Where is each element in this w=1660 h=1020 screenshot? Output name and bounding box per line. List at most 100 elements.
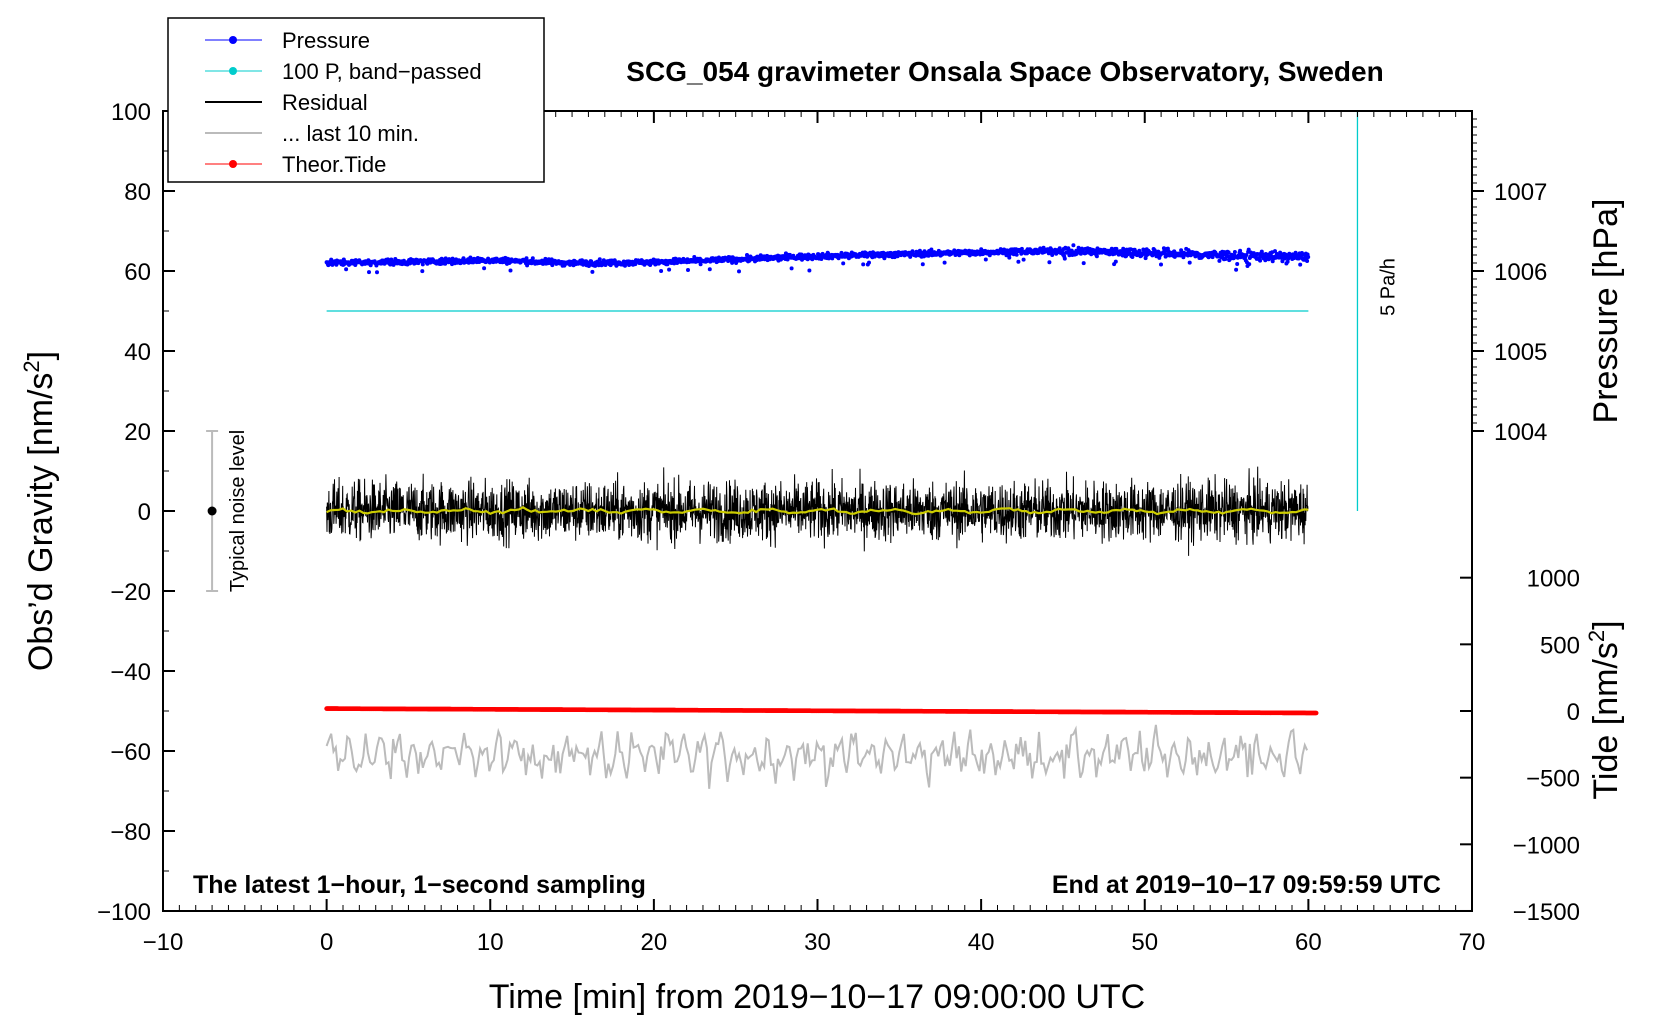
pressure-point (659, 269, 664, 273)
tide-tick-label: 1000 (1527, 566, 1580, 593)
y-axis-label-pressure: Pressure [hPa] (1587, 199, 1625, 424)
pressure-point (1062, 256, 1067, 261)
pressure-point (1280, 259, 1285, 264)
legend-item: Residual (205, 90, 368, 115)
y-tick-label: 60 (124, 259, 151, 286)
pressure-point (1050, 253, 1055, 257)
tide-tick-label: −1500 (1513, 899, 1580, 926)
pressure-point (1185, 253, 1190, 258)
residual-line (326, 466, 1309, 556)
pressure-point (468, 255, 473, 260)
y-axis-label-tide: Tide [nm/s2] (1584, 620, 1625, 799)
pressure-point (1285, 259, 1290, 264)
last-10-min-line (325, 724, 1309, 789)
pressure-point (1306, 255, 1311, 259)
pressure-point (1298, 262, 1303, 267)
y-axis-tide: −1500 −1000 −500 0 500 1000 (1460, 566, 1580, 926)
pressure-point (1113, 259, 1118, 264)
pressure-point (1078, 251, 1083, 256)
sampling-note: The latest 1−hour, 1−second sampling (193, 871, 646, 899)
pressure-point (1235, 262, 1240, 266)
y-tick-label: −60 (110, 739, 151, 766)
pressure-point (1014, 252, 1019, 257)
pressure-point (1071, 243, 1076, 248)
pressure-point (1226, 250, 1231, 255)
pressure-point (807, 268, 812, 273)
y-tick-label: −100 (97, 899, 151, 926)
y-tick-label: −80 (110, 819, 151, 846)
pressure-point (329, 257, 334, 262)
pressure-point (861, 262, 866, 267)
pressure-point (1107, 252, 1112, 257)
pressure-point (1047, 260, 1052, 265)
legend-label: Residual (282, 90, 368, 115)
chart-title: SCG_054 gravimeter Onsala Space Observat… (626, 56, 1383, 87)
pressure-point (737, 269, 741, 274)
legend-swatch-dot (229, 160, 237, 168)
y-tick-label: 20 (124, 419, 151, 446)
pressure-point (344, 267, 349, 272)
legend-item: ... last 10 min. (205, 121, 419, 146)
y-tick-label: −40 (110, 659, 151, 686)
pressure-point (1244, 253, 1249, 257)
pressure-point (707, 267, 712, 272)
legend-label: Theor.Tide (282, 152, 386, 177)
pressure-point (1234, 267, 1239, 272)
y-tick-label: −20 (110, 579, 151, 606)
pressure-point (983, 257, 988, 262)
legend-label: Pressure (282, 28, 370, 53)
pressure-point (1159, 262, 1163, 267)
pressure-point (1247, 262, 1252, 267)
legend-box (167, 17, 545, 183)
pressure-point (508, 268, 513, 273)
legend-swatch-dot (229, 36, 237, 44)
y-tick-label: 80 (124, 179, 151, 206)
pressure-point (1258, 258, 1263, 263)
pressure-point (1246, 247, 1251, 252)
legend-item: Theor.Tide (205, 152, 386, 177)
pressure-point (805, 257, 810, 262)
y-tick-label: 100 (111, 99, 151, 126)
y-tick-label: 0 (138, 499, 151, 526)
pressure-tick-label: 1005 (1494, 339, 1547, 366)
pressure-point (686, 268, 690, 272)
plot-area: 5 Pa/h Typical noise level (206, 111, 1399, 789)
pressure-point (1016, 259, 1021, 264)
pressure-point (375, 270, 379, 275)
x-axis-label: Time [min] from 2019−10−17 09:00:00 UTC (489, 978, 1145, 1016)
pressure-point (1179, 248, 1184, 253)
y-axis-left: −100 −80 −60 −40 −20 0 20 40 60 80 100 (97, 99, 175, 926)
pressure-point (867, 260, 871, 265)
pressure-point (1081, 261, 1086, 266)
pressure-point (1217, 258, 1222, 263)
pressure-point (667, 267, 672, 272)
pressure-tick-label: 1007 (1494, 179, 1547, 206)
pressure-point (597, 257, 602, 262)
x-axis: −10 0 10 20 30 40 50 60 70 (143, 111, 1485, 956)
pressure-point (1021, 257, 1026, 262)
x-tick-label: −10 (143, 929, 184, 956)
legend-item: Pressure (205, 28, 370, 53)
residual-mean-line (326, 506, 1309, 516)
tide-tick-label: 500 (1540, 632, 1580, 659)
y-axis-pressure: 1004 1005 1006 1007 (1472, 118, 1547, 446)
tide-tick-label: 0 (1567, 699, 1580, 726)
legend-label: 100 P, band−passed (282, 59, 482, 84)
pressure-point (1187, 260, 1192, 265)
x-tick-label: 40 (968, 929, 995, 956)
pressure-point (1007, 255, 1012, 260)
pressure-point (1094, 254, 1099, 259)
pressure-point (1238, 248, 1243, 253)
noise-label: Typical noise level (227, 430, 249, 592)
pressure-point (698, 262, 703, 267)
x-tick-label: 10 (477, 929, 504, 956)
pressure-point (1305, 259, 1310, 263)
noise-dot (207, 506, 217, 516)
x-tick-label: 50 (1131, 929, 1158, 956)
pressure-point (420, 262, 425, 267)
pressure-point (590, 269, 595, 274)
pressure-point (920, 262, 925, 267)
x-tick-label: 60 (1295, 929, 1322, 956)
x-tick-label: 0 (320, 929, 333, 956)
